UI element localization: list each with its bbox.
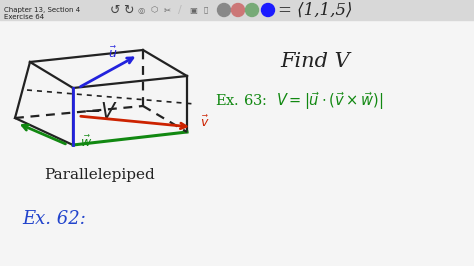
Text: Ex. 62:: Ex. 62:: [22, 210, 86, 228]
Text: ↻: ↻: [123, 3, 133, 16]
Text: $\vec{w}$: $\vec{w}$: [80, 134, 92, 150]
Text: ⬡: ⬡: [150, 6, 158, 15]
Text: Ex. 63:  $V=|\vec{u}\cdot(\vec{v}\times\vec{w})|$: Ex. 63: $V=|\vec{u}\cdot(\vec{v}\times\v…: [215, 90, 383, 112]
Text: ↺: ↺: [110, 3, 120, 16]
Text: ✂: ✂: [164, 6, 171, 15]
Circle shape: [218, 3, 230, 16]
Circle shape: [262, 3, 274, 16]
Text: $-V$: $-V$: [82, 102, 118, 122]
Text: Chapter 13, Section 4: Chapter 13, Section 4: [4, 7, 80, 13]
Text: $\vec{u}$: $\vec{u}$: [108, 46, 118, 61]
Text: ▣: ▣: [189, 6, 197, 15]
Text: Find V: Find V: [280, 52, 350, 71]
Text: ◎: ◎: [137, 6, 145, 15]
Text: Exercise 64: Exercise 64: [4, 14, 44, 20]
Text: $\vec{v}$: $\vec{v}$: [200, 114, 210, 130]
Text: = ⟨1,1,5⟩: = ⟨1,1,5⟩: [278, 2, 353, 19]
Text: /: /: [178, 5, 182, 15]
Text: Parallelepiped: Parallelepiped: [45, 168, 155, 182]
Circle shape: [246, 3, 258, 16]
Text: 🖼: 🖼: [204, 7, 208, 13]
Circle shape: [231, 3, 245, 16]
